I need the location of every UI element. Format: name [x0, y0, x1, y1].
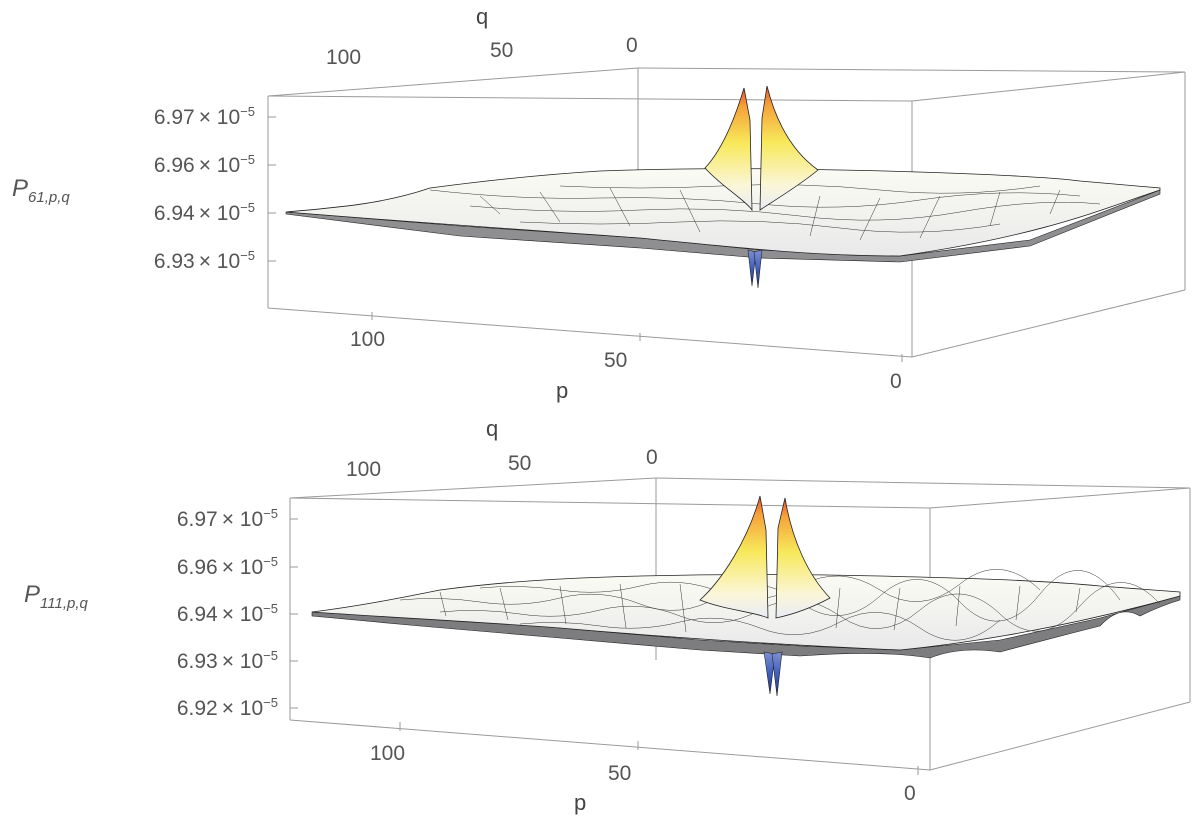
chart-1-peak-left — [704, 87, 753, 212]
chart-1-z-tick-1: 6.97 × 10−5 — [154, 104, 255, 129]
chart-1-q-axis-label: q — [476, 4, 488, 29]
chart-1-z-tick-2: 6.96 × 10−5 — [154, 152, 255, 177]
chart-2-q-tick-100: 100 — [346, 458, 381, 481]
chart-2-surface — [311, 495, 1181, 697]
chart-2-z-tick-1: 6.97 × 10−5 — [177, 506, 278, 531]
chart-2-z-tick-3: 6.94 × 10−5 — [177, 601, 278, 626]
chart-2-p-tick-50: 50 — [608, 762, 631, 785]
chart-2: 6.97 × 10−5 6.96 × 10−5 6.94 × 10−5 6.93 × 1… — [24, 416, 1191, 815]
chart-1-q-tick-50: 50 — [490, 39, 513, 62]
chart-1-z-label: P61,p,q — [12, 175, 70, 206]
chart-2-box — [289, 477, 1191, 771]
chart-2-z-tick-5: 6.92 × 10−5 — [177, 695, 278, 720]
chart-2-p-tick-0: 0 — [904, 782, 916, 805]
chart-2-mesh-lines — [399, 569, 1161, 641]
chart-2-p-axis-label: p — [574, 790, 586, 815]
chart-1-z-tick-3: 6.94 × 10−5 — [154, 200, 255, 225]
chart-2-q-axis-label: q — [486, 416, 498, 441]
chart-2-z-tick-4: 6.93 × 10−5 — [177, 648, 278, 673]
chart-1-p-axis-label: p — [556, 378, 568, 403]
chart-2-z-tick-marks — [290, 518, 298, 709]
chart-2-trough-right — [771, 651, 783, 697]
chart-1-p-tick-marks — [371, 312, 903, 362]
chart-2-q-tick-0: 0 — [646, 446, 658, 469]
chart-2-surface-underside — [311, 595, 1181, 659]
chart-2-p-tick-marks — [399, 722, 919, 775]
chart-1-p-tick-0: 0 — [890, 370, 902, 393]
chart-2-z-label: P111,p,q — [24, 581, 88, 612]
chart-1-z-tick-marks — [268, 116, 276, 262]
chart-2-peak-left — [699, 495, 769, 619]
chart-1-trough-right — [753, 249, 763, 289]
chart-1-p-tick-100: 100 — [350, 328, 385, 351]
chart-1: 6.97 × 10−5 6.96 × 10−5 6.94 × 10−5 6.93 × 1… — [12, 4, 1186, 403]
chart-2-q-tick-50: 50 — [508, 452, 531, 475]
chart-1-surface — [285, 85, 1161, 289]
chart-1-q-tick-0: 0 — [626, 34, 638, 57]
chart-2-trough-left — [763, 651, 776, 695]
chart-1-q-tick-100: 100 — [326, 46, 361, 69]
chart-1-trough-left — [747, 249, 757, 287]
chart-2-p-tick-100: 100 — [370, 742, 405, 765]
chart-2-z-tick-2: 6.96 × 10−5 — [177, 554, 278, 579]
chart-1-p-tick-50: 50 — [604, 349, 627, 372]
chart-1-peak-right — [759, 85, 819, 211]
chart-1-surface-sheet — [285, 168, 1161, 257]
chart-1-z-tick-4: 6.93 × 10−5 — [154, 248, 255, 273]
chart-2-peak-right — [775, 497, 831, 619]
